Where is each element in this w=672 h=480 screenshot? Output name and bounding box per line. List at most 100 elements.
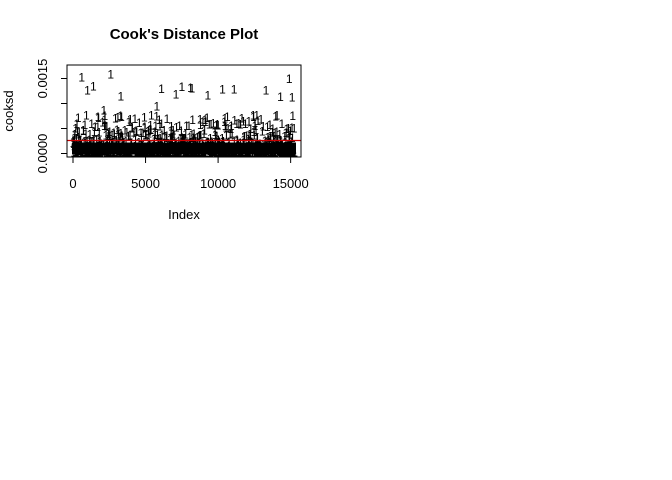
data-point: 1 xyxy=(242,117,249,131)
outlier-point: 1 xyxy=(289,91,296,105)
data-point: 1 xyxy=(126,115,133,129)
data-point: 1 xyxy=(168,120,175,134)
data-point: 1 xyxy=(146,135,153,149)
data-point: 1 xyxy=(168,132,175,146)
data-point: 1 xyxy=(267,131,274,145)
data-point: 1 xyxy=(129,122,136,136)
data-point: 1 xyxy=(281,130,288,144)
data-point: 1 xyxy=(289,109,296,123)
data-point: 1 xyxy=(179,131,186,145)
data-point: 1 xyxy=(196,129,203,143)
outlier-point: 1 xyxy=(78,71,85,85)
data-point: 1 xyxy=(102,119,109,133)
data-point: 1 xyxy=(197,113,204,127)
data-point: 1 xyxy=(197,118,204,132)
data-point: 1 xyxy=(118,129,125,143)
data-point: 1 xyxy=(127,128,134,142)
data-point: 1 xyxy=(241,130,248,144)
data-point: 1 xyxy=(284,122,291,136)
data-point: 1 xyxy=(152,119,159,133)
data-point: 1 xyxy=(208,135,215,149)
data-point: 1 xyxy=(177,132,184,146)
data-point: 1 xyxy=(219,135,226,149)
data-point: 1 xyxy=(75,111,82,125)
data-point: 1 xyxy=(80,123,87,137)
data-point: 1 xyxy=(153,109,160,123)
data-point: 1 xyxy=(156,119,163,133)
outlier-point: 1 xyxy=(219,83,226,97)
data-point: 1 xyxy=(131,112,138,126)
data-point: 1 xyxy=(170,124,177,138)
data-point: 1 xyxy=(186,131,193,145)
data-point: 1 xyxy=(231,114,238,128)
data-point: 1 xyxy=(130,126,137,140)
data-point: 1 xyxy=(101,119,108,133)
data-point: 1 xyxy=(204,111,211,125)
data-point: 1 xyxy=(212,128,219,142)
data-point: 1 xyxy=(251,129,258,143)
data-point: 1 xyxy=(204,135,211,149)
data-point: 1 xyxy=(142,128,149,142)
data-point: 1 xyxy=(179,132,186,146)
data-point: 1 xyxy=(207,132,214,146)
data-point: 1 xyxy=(95,132,102,146)
data-point: 1 xyxy=(154,128,161,142)
data-point: 1 xyxy=(188,128,195,142)
data-point: 1 xyxy=(104,132,111,146)
data-point: 1 xyxy=(115,128,122,142)
data-point: 1 xyxy=(122,135,129,149)
outlier-point: 1 xyxy=(90,80,97,94)
data-point: 1 xyxy=(125,130,132,144)
data-point: 1 xyxy=(178,124,185,138)
data-point: 1 xyxy=(264,120,271,134)
data-point: 1 xyxy=(199,115,206,129)
data-point: 1 xyxy=(158,135,165,149)
data-point: 1 xyxy=(215,118,222,132)
outlier-point: 1 xyxy=(286,72,293,86)
data-point: 1 xyxy=(227,128,234,142)
data-point: 1 xyxy=(158,129,165,143)
data-point: 1 xyxy=(267,129,274,143)
data-point: 1 xyxy=(288,135,295,149)
outlier-point: 1 xyxy=(187,81,194,95)
data-point: 1 xyxy=(142,121,149,135)
data-point: 1 xyxy=(271,132,278,146)
data-point: 1 xyxy=(235,117,242,131)
data-point: 1 xyxy=(221,112,228,126)
data-point: 1 xyxy=(140,126,147,140)
data-point: 1 xyxy=(148,108,155,122)
data-point: 1 xyxy=(70,135,77,149)
data-point: 1 xyxy=(288,121,295,135)
outlier-point: 1 xyxy=(107,68,114,82)
data-point: 1 xyxy=(107,130,114,144)
data-point: 1 xyxy=(246,134,253,148)
data-point: 1 xyxy=(173,120,180,134)
data-point: 1 xyxy=(117,109,124,123)
data-point: 1 xyxy=(84,135,91,149)
data-point: 1 xyxy=(118,127,125,141)
data-point: 1 xyxy=(106,129,113,143)
data-point: 1 xyxy=(259,125,266,139)
data-point: 1 xyxy=(201,127,208,141)
data-point: 1 xyxy=(145,124,152,138)
x-axis: 0 5000 10000 15000 xyxy=(69,156,309,191)
data-point: 1 xyxy=(225,122,232,136)
data-point: 1 xyxy=(147,123,154,137)
data-point: 1 xyxy=(240,114,247,128)
data-point: 1 xyxy=(285,121,292,135)
data-point: 1 xyxy=(254,132,261,146)
data-point: 1 xyxy=(282,135,289,149)
data-point: 1 xyxy=(73,132,80,146)
data-point: 1 xyxy=(202,113,209,127)
data-point: 1 xyxy=(192,132,199,146)
data-point: 1 xyxy=(223,128,230,142)
data-point: 1 xyxy=(207,117,214,131)
data-point: 1 xyxy=(253,109,260,123)
data-point: 1 xyxy=(245,132,252,146)
data-point: 1 xyxy=(273,125,280,139)
data-point: 1 xyxy=(109,129,116,143)
data-point: 1 xyxy=(250,109,257,123)
data-point: 1 xyxy=(95,111,102,125)
y-axis: 0.0000 0.0015 xyxy=(35,59,68,173)
